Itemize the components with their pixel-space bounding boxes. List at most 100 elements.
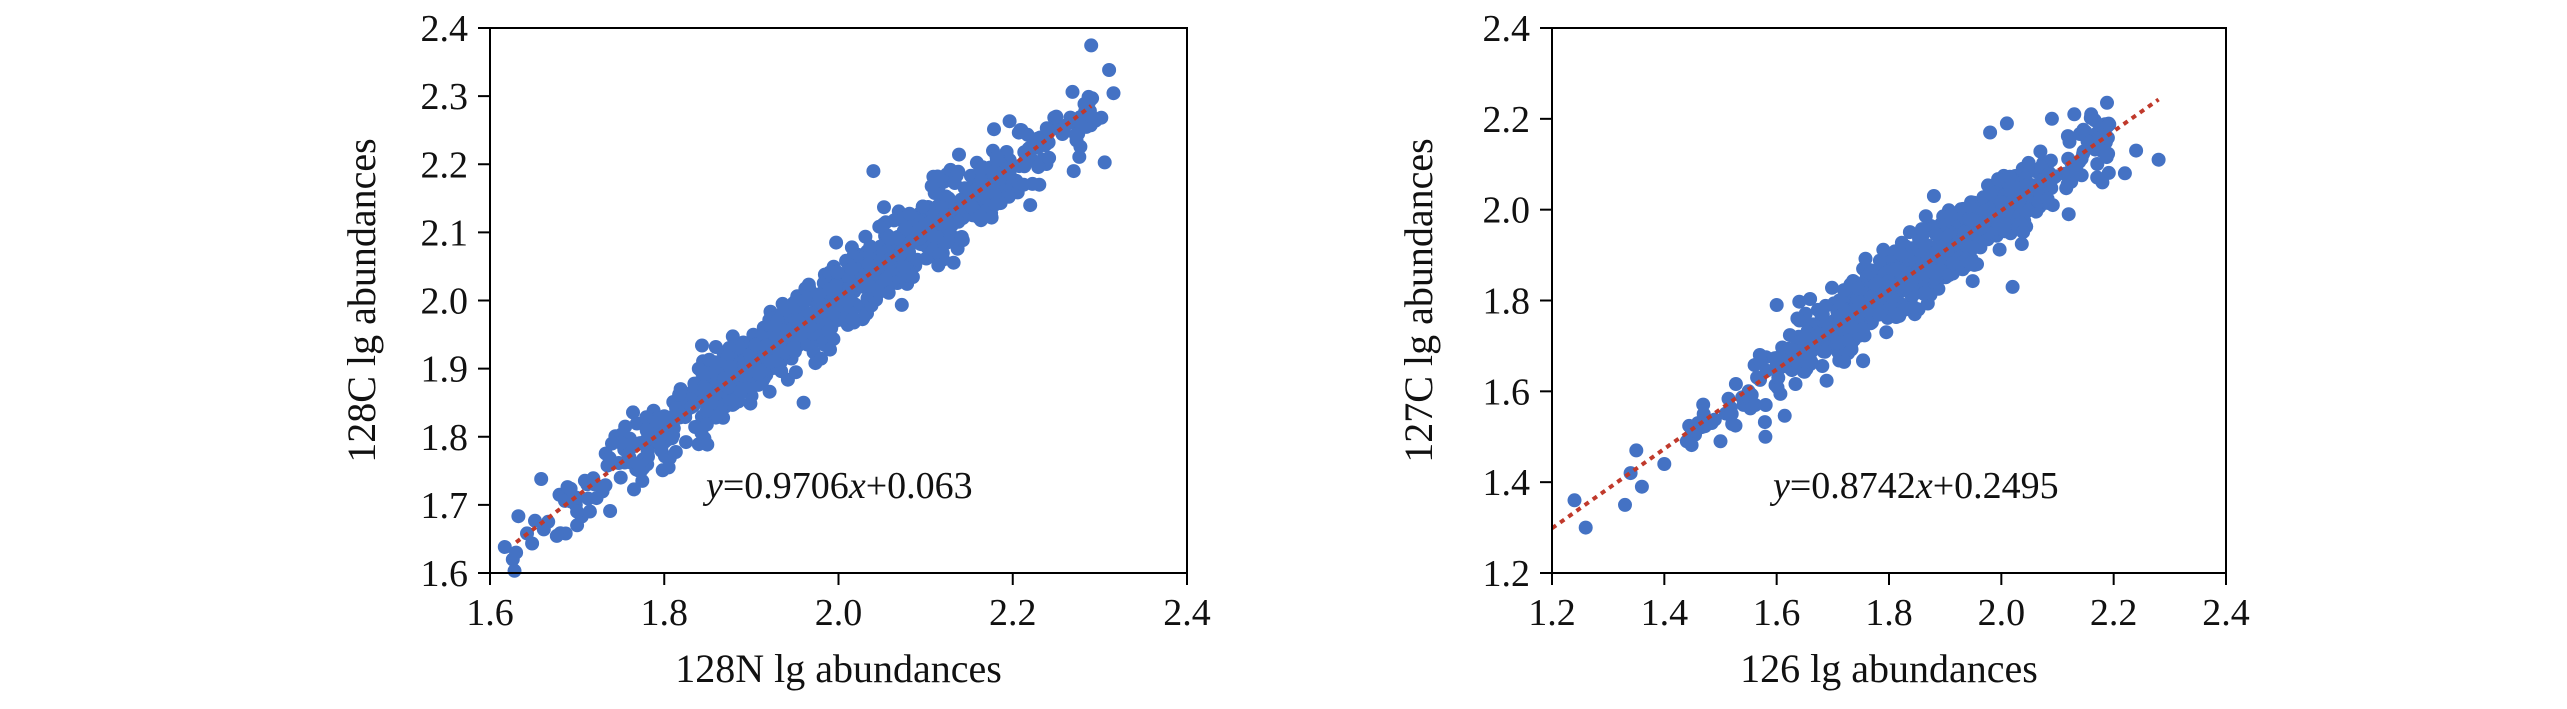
x-tick-label: 1.2 (1528, 592, 1576, 634)
data-point (894, 297, 909, 312)
y-tick-label: 1.6 (1483, 371, 1531, 413)
data-point (1991, 172, 2006, 187)
data-point (821, 324, 836, 338)
data-point (700, 437, 715, 452)
data-point (672, 387, 687, 402)
regression-equation: y=0.8742x+0.2495 (1769, 465, 2059, 507)
data-point (1837, 354, 1852, 369)
y-tick-label: 1.7 (421, 485, 469, 527)
data-point (626, 405, 640, 420)
data-point (1999, 116, 2014, 131)
data-point (1790, 311, 1805, 326)
data-point (1068, 127, 1083, 142)
data-point (549, 528, 564, 543)
data-point (1728, 418, 1743, 433)
data-point (1803, 292, 1818, 306)
data-point (797, 293, 812, 308)
data-point (1963, 200, 1978, 215)
equation-y-var: y (702, 465, 723, 507)
data-point (2076, 122, 2091, 137)
data-point (1724, 407, 1739, 421)
data-point (844, 262, 859, 277)
data-point (1965, 274, 1980, 289)
data-point (2002, 169, 2017, 184)
x-tick-label: 1.6 (466, 592, 514, 634)
y-tick-label: 1.8 (1483, 281, 1531, 323)
data-point (862, 279, 877, 293)
data-point (758, 338, 773, 353)
data-point (896, 260, 911, 274)
data-point (1769, 298, 1784, 312)
scatter-points (497, 38, 1121, 578)
data-point (796, 395, 811, 410)
data-point (856, 310, 871, 325)
data-point (1858, 251, 1873, 266)
y-tick-label: 1.8 (421, 417, 469, 459)
fit-line (1550, 97, 2160, 530)
data-point (507, 563, 522, 578)
x-tick-label: 2.2 (2090, 592, 2138, 634)
data-point (1815, 359, 1830, 373)
data-point (1856, 322, 1871, 336)
data-point (829, 235, 844, 250)
data-point (1066, 164, 1081, 179)
data-point (866, 164, 881, 179)
data-point (657, 409, 672, 424)
data-point (964, 199, 979, 214)
data-point (751, 366, 766, 381)
x-axis-label: 126 lg abundances (1740, 646, 2038, 691)
data-point (1567, 493, 1582, 508)
data-point (1657, 457, 1672, 471)
data-point (661, 460, 676, 475)
data-point (2021, 155, 2036, 170)
data-point (1889, 307, 1904, 322)
data-point (1942, 268, 1957, 282)
data-point (2084, 107, 2099, 122)
data-point (1618, 497, 1632, 512)
data-point (1817, 344, 1832, 359)
data-point (2102, 117, 2117, 132)
equation-coef: =0.8742 (1790, 465, 1916, 507)
y-axis-ticks: 1.6 1.7 1.8 1.9 2.0 2.1 2.2 2.3 2.4 (421, 8, 490, 595)
data-point (845, 311, 860, 326)
y-tick-label: 2.1 (421, 212, 469, 254)
data-point (1713, 434, 1728, 449)
data-point (1926, 189, 1941, 203)
chart-right: 1.2 1.4 1.6 1.8 2.0 2.2 2.4 1.2 1.4 1.6 1.8 2.0 2.2… (1396, 8, 2250, 691)
data-point (763, 354, 778, 369)
x-axis-ticks: 1.6 1.8 2.0 2.2 2.4 (466, 573, 1211, 634)
data-point (1102, 63, 1117, 77)
data-point (1984, 186, 1998, 201)
data-point (1966, 240, 1981, 255)
data-point (1077, 97, 1092, 111)
data-point (570, 504, 585, 519)
data-point (1815, 307, 1830, 322)
data-point (725, 329, 740, 344)
data-point (1788, 377, 1803, 391)
data-point (1876, 242, 1891, 257)
data-point (1797, 329, 1812, 344)
x-tick-label: 1.6 (1753, 592, 1801, 634)
data-point (989, 150, 1004, 164)
data-point (952, 147, 966, 162)
x-axis-ticks: 1.2 1.4 1.6 1.8 2.0 2.2 2.4 (1528, 573, 2250, 634)
data-point (1931, 243, 1946, 258)
data-point (814, 351, 828, 366)
data-point (1819, 373, 1834, 388)
y-axis-label: 128C lg abundances (339, 138, 384, 462)
data-point (882, 231, 897, 246)
y-axis-label: 127C lg abundances (1396, 138, 1441, 462)
data-point (695, 338, 709, 353)
data-point (1023, 198, 1038, 213)
data-point (926, 229, 941, 243)
data-point (801, 277, 816, 292)
data-point (768, 318, 783, 333)
fit-line (514, 104, 1093, 544)
data-point (1758, 429, 1773, 444)
data-point (828, 279, 843, 294)
data-point (793, 328, 808, 342)
data-point (973, 162, 988, 177)
data-point (1748, 398, 1763, 412)
data-point (2021, 177, 2036, 192)
